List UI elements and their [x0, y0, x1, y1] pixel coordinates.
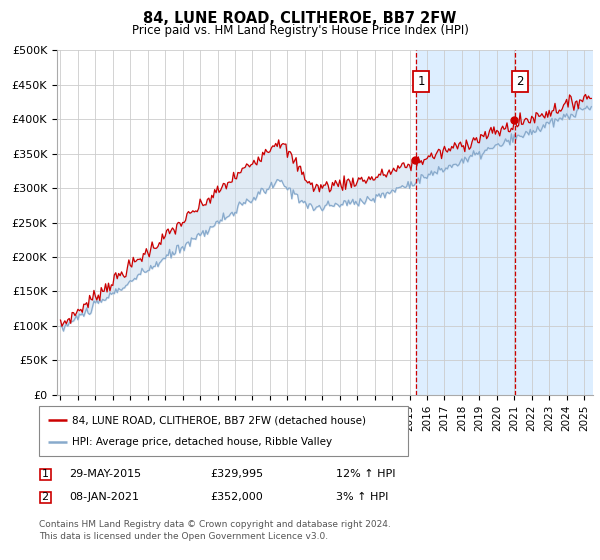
Text: 29-MAY-2015: 29-MAY-2015	[69, 469, 141, 479]
Text: 84, LUNE ROAD, CLITHEROE, BB7 2FW (detached house): 84, LUNE ROAD, CLITHEROE, BB7 2FW (detac…	[72, 415, 366, 425]
Text: 84, LUNE ROAD, CLITHEROE, BB7 2FW: 84, LUNE ROAD, CLITHEROE, BB7 2FW	[143, 11, 457, 26]
Text: 2: 2	[516, 75, 524, 88]
Text: 1: 1	[418, 75, 425, 88]
Text: Price paid vs. HM Land Registry's House Price Index (HPI): Price paid vs. HM Land Registry's House …	[131, 24, 469, 37]
Text: 12% ↑ HPI: 12% ↑ HPI	[336, 469, 395, 479]
Text: HPI: Average price, detached house, Ribble Valley: HPI: Average price, detached house, Ribb…	[72, 437, 332, 447]
Text: 2: 2	[41, 492, 49, 502]
Text: 1: 1	[41, 469, 49, 479]
Text: Contains HM Land Registry data © Crown copyright and database right 2024.
This d: Contains HM Land Registry data © Crown c…	[39, 520, 391, 541]
FancyBboxPatch shape	[40, 469, 51, 480]
Text: 3% ↑ HPI: 3% ↑ HPI	[336, 492, 388, 502]
Bar	[416, 50, 600, 395]
Text: 08-JAN-2021: 08-JAN-2021	[69, 492, 139, 502]
FancyBboxPatch shape	[40, 492, 51, 503]
Text: £329,995: £329,995	[210, 469, 263, 479]
Text: £352,000: £352,000	[210, 492, 263, 502]
